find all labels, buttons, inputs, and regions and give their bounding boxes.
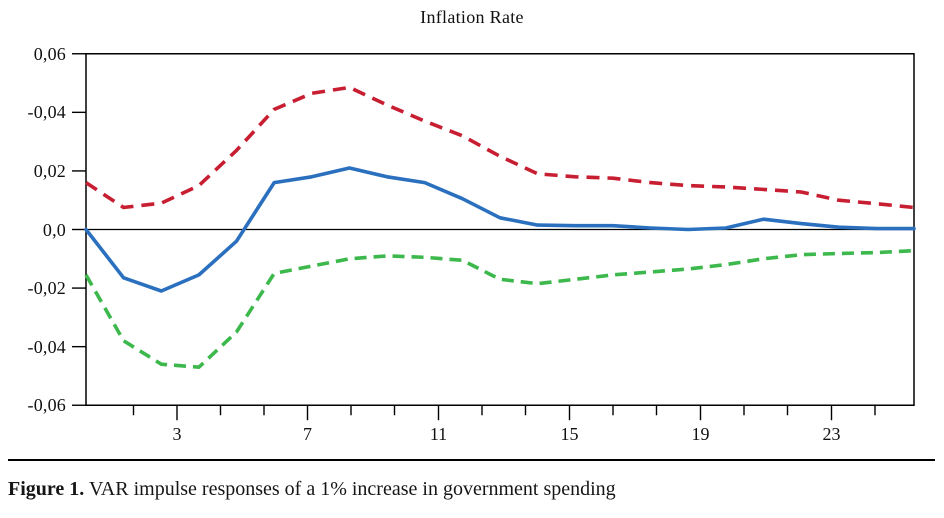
lower-confidence-band-line [84,248,915,370]
upper-confidence-band-line [85,85,915,210]
caption-rule [8,459,935,461]
impulse-response-line [84,166,916,293]
figure-number: Figure 1. [8,478,85,500]
caption-text: VAR impulse responses of a 1% increase i… [88,478,616,500]
figure-caption: Figure 1. VAR impulse responses of a 1% … [8,476,936,503]
chart-title: Inflation Rate [420,7,524,27]
